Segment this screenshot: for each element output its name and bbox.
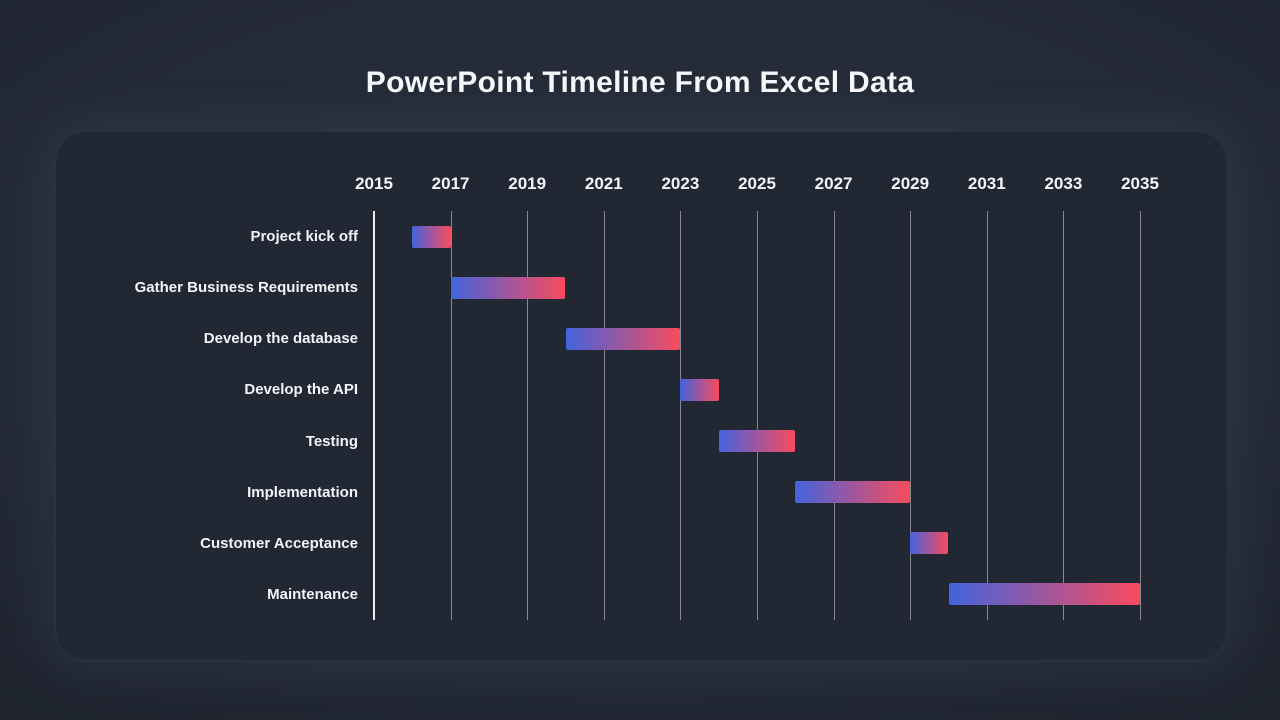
task-bar [910, 532, 949, 555]
gridline [527, 211, 529, 620]
task-bar [948, 583, 1140, 606]
task-label: Testing [305, 432, 358, 450]
year-axis-label: 2019 [508, 174, 547, 193]
gridline [603, 211, 605, 620]
task-row: Maintenance [267, 569, 1140, 620]
task-bar [450, 276, 566, 299]
task-label: Project kick off [250, 228, 358, 246]
page-title: PowerPoint Timeline From Excel Data [365, 66, 915, 99]
year-axis-label: 2023 [661, 174, 700, 193]
task-label: Customer Acceptance [200, 534, 358, 552]
task-label: Gather Business Requirements [134, 279, 358, 297]
task-label: Implementation [247, 483, 358, 501]
year-axis-label: 2035 [1121, 174, 1159, 193]
gridline [757, 211, 758, 620]
year-axis-label: 2025 [738, 174, 776, 193]
year-axis-label: 2027 [814, 174, 853, 193]
task-bar [795, 481, 911, 504]
task-row: Implementation [247, 467, 1140, 518]
task-bar [412, 225, 451, 248]
gridline [1063, 211, 1065, 620]
gridline [910, 211, 912, 620]
timeline-panel: 2015 2017 2019 2021 2023 2025 2027 2029 2031 2033… [55, 131, 1228, 661]
year-axis-label: 2033 [1044, 174, 1083, 193]
gridline [1140, 211, 1141, 620]
task-row: Develop the API [244, 364, 1140, 415]
task-row: Customer Acceptance [200, 518, 1140, 569]
gantt-chart: 2015 2017 2019 2021 2023 2025 2027 2029 2031 2033… [135, 174, 1159, 620]
year-axis-label: 2031 [967, 174, 1006, 193]
task-row: Gather Business Requirements [135, 262, 1140, 313]
task-row: Project kick off [250, 211, 1140, 262]
gridline [680, 211, 682, 620]
task-row: Develop the database [204, 313, 1140, 364]
task-bar [680, 378, 719, 401]
task-label: Maintenance [267, 585, 358, 603]
task-label: Develop the API [244, 381, 358, 399]
task-bar [565, 327, 681, 350]
gridline [833, 211, 835, 620]
gridline [450, 211, 452, 620]
task-row: Testing [306, 416, 1140, 467]
year-axis-label: 2015 [355, 174, 393, 193]
axis-line [373, 211, 375, 620]
gridline [986, 211, 988, 620]
task-label: Develop the database [203, 330, 358, 348]
year-axis-label: 2029 [891, 174, 930, 193]
task-bar [718, 430, 796, 453]
year-axis-label: 2017 [431, 174, 470, 193]
year-axis-label: 2021 [584, 174, 623, 193]
